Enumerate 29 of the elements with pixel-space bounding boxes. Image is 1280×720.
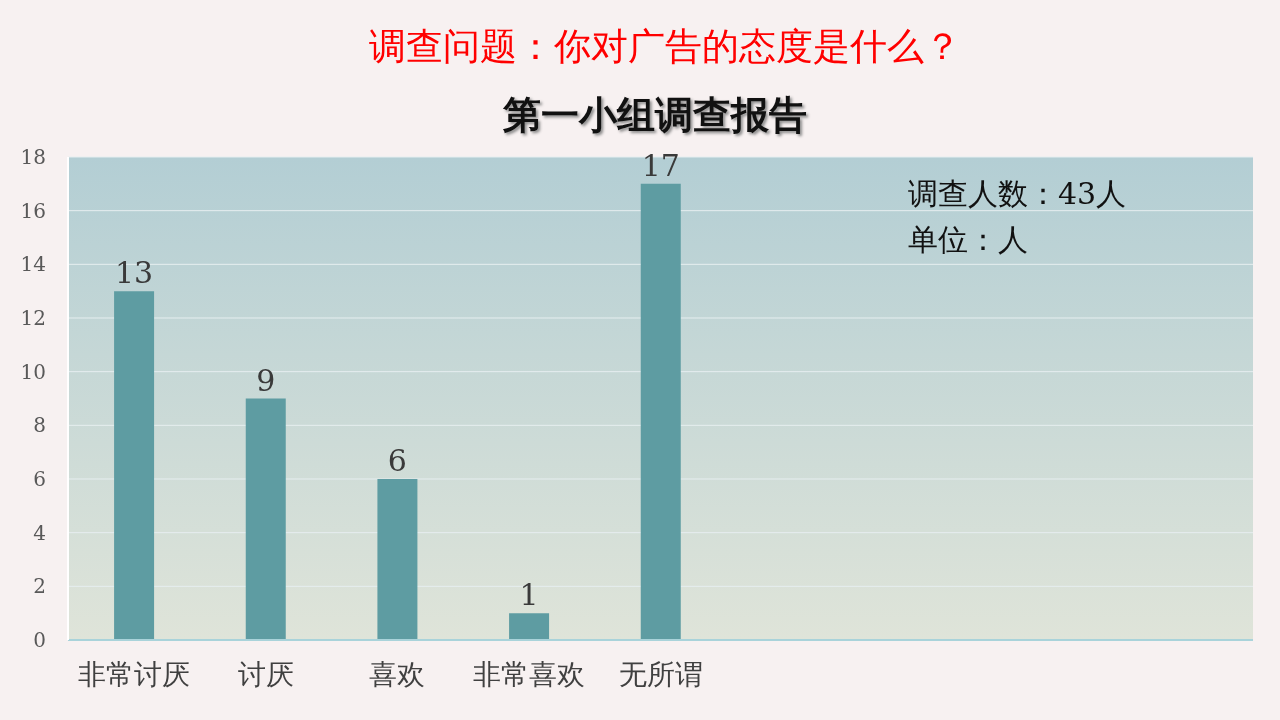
y-tick-label: 12 [20,306,46,331]
y-tick-label: 18 [20,145,46,170]
x-tick-label: 非常讨厌 [77,657,190,691]
data-label: 17 [641,147,680,183]
data-label: 9 [256,362,276,398]
data-label: 1 [519,577,539,613]
y-tick-label: 2 [33,574,46,599]
chart-title: 调查问题：你对广告的态度是什么？ [368,24,962,70]
annotation: 调查人数：43人 [908,175,1127,213]
y-tick-label: 10 [20,359,46,384]
x-tick-label: 喜欢 [369,657,426,691]
chart-subtitle: 第一小组调查报告 [502,91,808,139]
y-tick-label: 4 [33,520,46,545]
data-label: 13 [114,255,154,291]
x-tick-label: 讨厌 [237,657,294,691]
annotation: 单位：人 [908,221,1028,259]
bar [509,613,550,640]
bar [114,291,155,640]
y-tick-label: 14 [20,252,46,277]
x-tick-label: 非常喜欢 [472,657,585,691]
y-tick-label: 16 [20,198,46,223]
bar [640,183,681,640]
x-tick-label: 无所谓 [618,657,703,691]
bar [245,398,286,640]
y-tick-label: 0 [33,628,46,653]
data-label: 6 [387,443,407,478]
y-tick-label: 8 [33,413,46,438]
bar [377,479,418,640]
y-tick-label: 6 [33,467,46,492]
